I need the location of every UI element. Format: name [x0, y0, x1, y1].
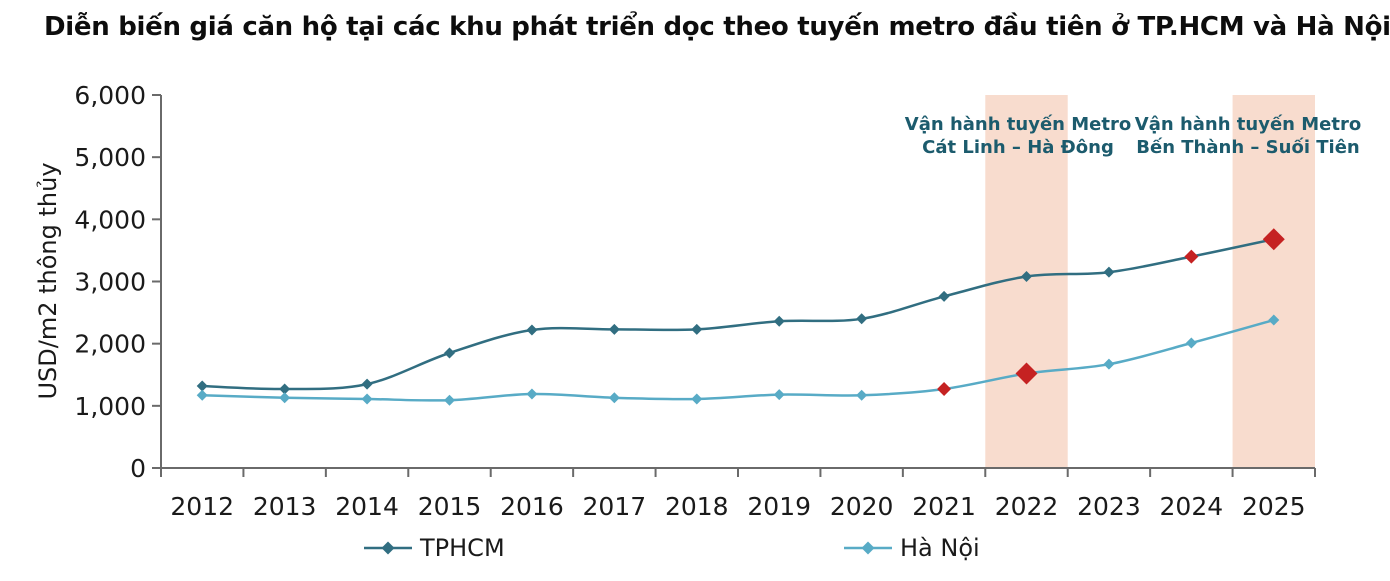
- legend-label-tphcm: TPHCM: [420, 534, 505, 562]
- legend-label-ha-noi: Hà Nội: [900, 534, 980, 562]
- data-point-marker-Hà Nội-2015: [444, 394, 455, 406]
- data-point-marker-TPHCM-2019: [773, 315, 785, 327]
- annotation-line: Vận hành tuyến Metro: [1134, 114, 1362, 135]
- metro-annotation-cat-linh-ha-dong: Vận hành tuyến Metro Cát Linh – Hà Đông: [888, 113, 1148, 159]
- highlight-marker-TPHCM-2024: [1184, 249, 1199, 264]
- x-tick-label: 2012: [170, 492, 234, 521]
- data-point-marker-Hà Nội-2018: [691, 393, 703, 405]
- annotation-line: Vận hành tuyến Metro: [904, 114, 1132, 135]
- highlight-marker-Hà Nội-2021: [937, 382, 952, 397]
- data-point-marker-TPHCM-2012: [196, 380, 208, 392]
- x-tick-label: 2025: [1242, 492, 1306, 521]
- x-tick-label: 2023: [1077, 492, 1141, 521]
- y-tick-label: 6,000: [74, 81, 146, 110]
- data-point-marker-TPHCM-2015: [444, 347, 455, 359]
- data-point-marker-TPHCM-2017: [608, 323, 620, 335]
- x-tick-label: 2022: [995, 492, 1059, 521]
- data-point-marker-Hà Nội-2023: [1103, 358, 1115, 370]
- x-tick-label: 2016: [500, 492, 564, 521]
- data-point-marker-Hà Nội-2020: [856, 389, 868, 401]
- data-point-marker-Hà Nội-2024: [1185, 337, 1197, 349]
- x-tick-label: 2020: [830, 492, 894, 521]
- data-point-marker-TPHCM-2021: [938, 290, 950, 302]
- data-point-marker-Hà Nội-2012: [196, 389, 208, 401]
- data-point-marker-TPHCM-2022: [1021, 271, 1032, 283]
- x-tick-label: 2017: [583, 492, 647, 521]
- ha-noi-series-marker-icon: [844, 541, 892, 555]
- y-tick-label: 2,000: [74, 330, 146, 359]
- highlight-marker-Hà Nội-2022: [1015, 362, 1038, 385]
- annotation-line: Bến Thành – Suối Tiên: [1136, 137, 1360, 158]
- y-tick-label: 1,000: [74, 392, 146, 421]
- annotation-line: Cát Linh – Hà Đông: [922, 137, 1114, 158]
- y-tick-label: 4,000: [74, 205, 146, 234]
- tphcm-series-marker-icon: [364, 541, 412, 555]
- data-point-marker-Hà Nội-2017: [608, 392, 620, 404]
- x-tick-label: 2014: [335, 492, 399, 521]
- data-point-marker-Hà Nội-2025: [1268, 314, 1280, 326]
- series-line-Hà Nội: [202, 318, 1275, 402]
- y-tick-label: 5,000: [74, 143, 146, 172]
- y-axis-title: USD/m2 thông thủy: [34, 162, 62, 399]
- series-line-TPHCM: [202, 237, 1275, 391]
- data-point-marker-Hà Nội-2019: [773, 389, 785, 401]
- legend-item-ha-noi: Hà Nội: [843, 534, 980, 562]
- legend-item-tphcm: TPHCM: [363, 534, 505, 562]
- data-point-marker-TPHCM-2013: [279, 383, 291, 395]
- data-point-marker-Hà Nội-2014: [361, 393, 373, 405]
- data-point-marker-Hà Nội-2016: [526, 388, 538, 400]
- data-point-marker-TPHCM-2023: [1103, 266, 1115, 278]
- data-point-marker-Hà Nội-2013: [279, 392, 291, 404]
- data-point-marker-TPHCM-2018: [691, 323, 703, 335]
- x-tick-label: 2013: [253, 492, 317, 521]
- y-tick-label: 3,000: [74, 268, 146, 297]
- highlight-band-2025: [1232, 95, 1315, 468]
- highlight-marker-TPHCM-2025: [1262, 228, 1285, 251]
- metro-annotation-ben-thanh-suoi-tien: Vận hành tuyến Metro Bến Thành – Suối Ti…: [1118, 113, 1378, 159]
- y-tick-label: 0: [130, 454, 146, 483]
- x-tick-label: 2024: [1160, 492, 1224, 521]
- x-tick-label: 2021: [912, 492, 976, 521]
- x-tick-label: 2019: [747, 492, 811, 521]
- chart-title: Diễn biến giá căn hộ tại các khu phát tr…: [44, 12, 1390, 42]
- x-tick-label: 2018: [665, 492, 729, 521]
- data-point-marker-TPHCM-2016: [526, 324, 538, 336]
- data-point-marker-TPHCM-2014: [361, 378, 373, 390]
- x-tick-label: 2015: [418, 492, 482, 521]
- data-point-marker-TPHCM-2020: [856, 313, 868, 325]
